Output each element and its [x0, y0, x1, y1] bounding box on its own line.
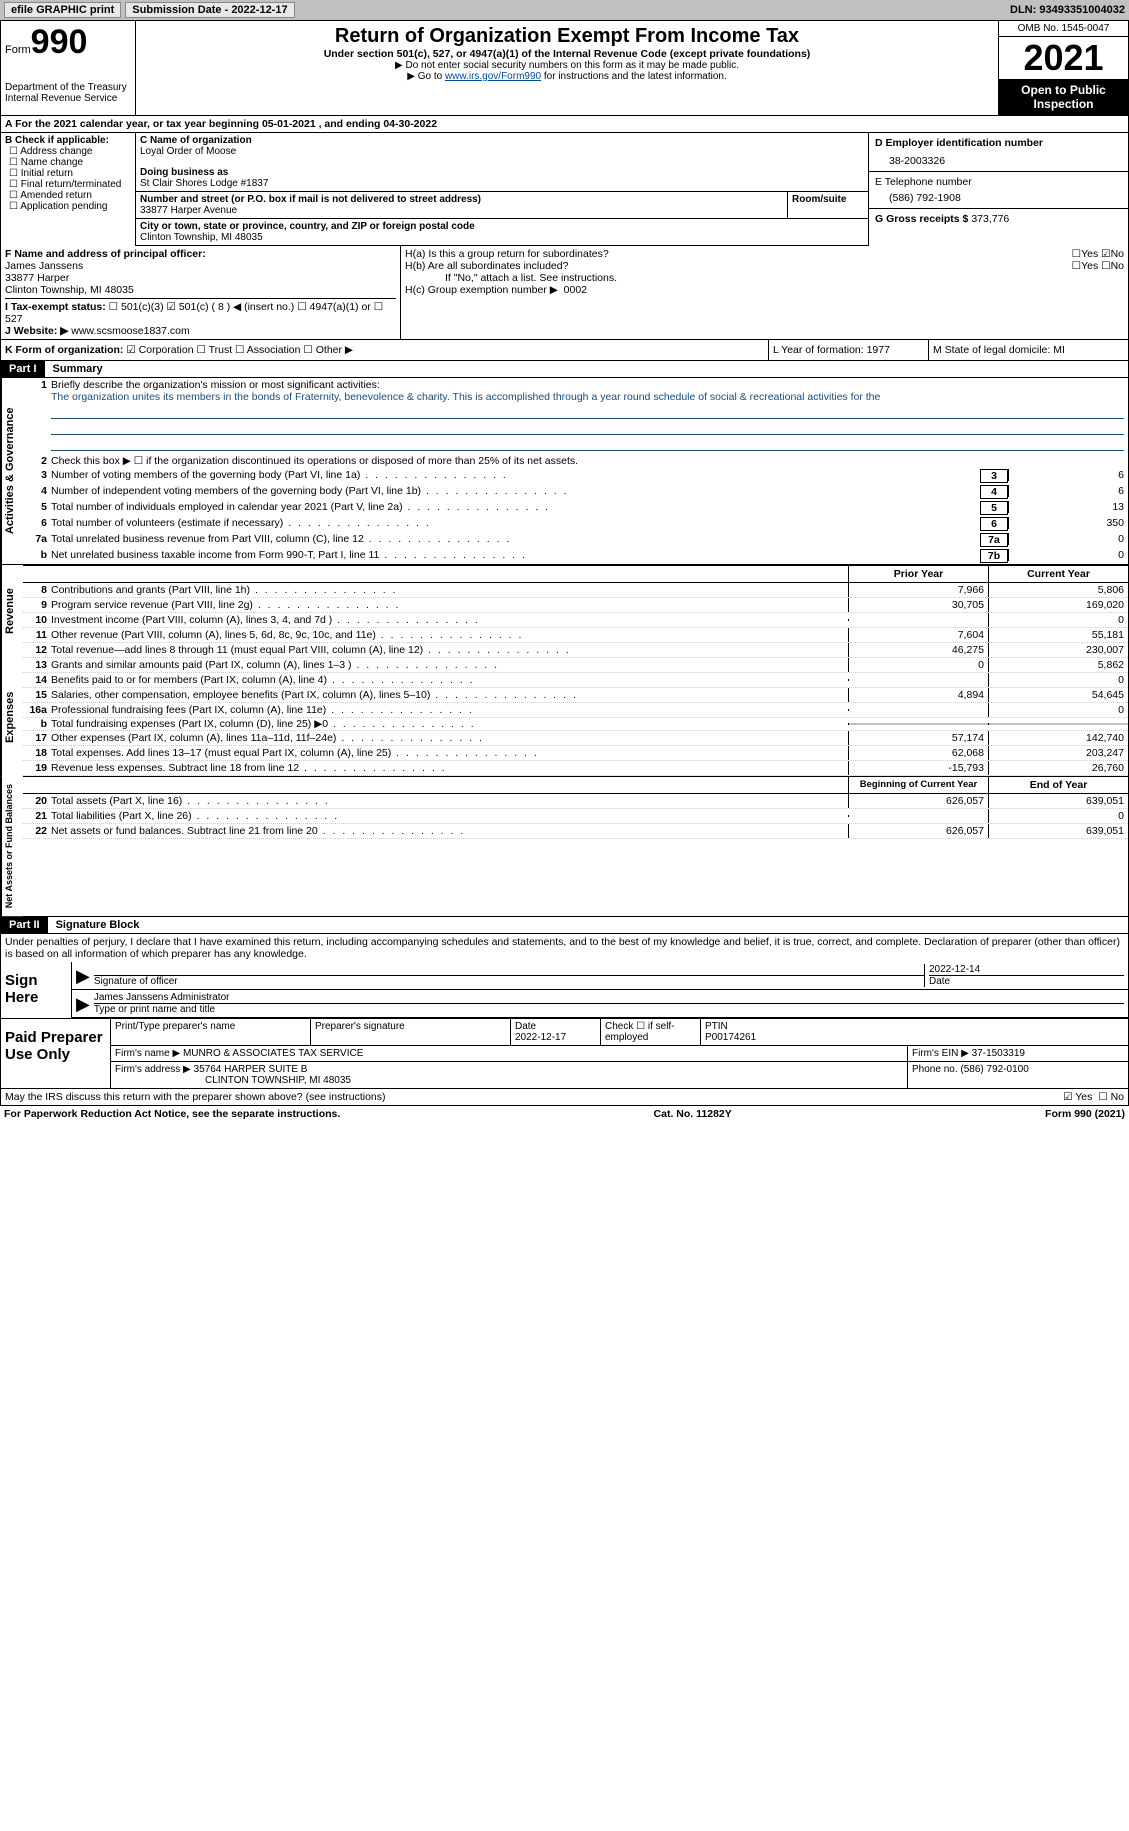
row-fh: F Name and address of principal officer:… — [0, 246, 1129, 340]
signature-block: Under penalties of perjury, I declare th… — [0, 934, 1129, 1089]
checkbox[interactable]: ☐ Address change — [9, 146, 131, 157]
side-ag: Activities & Governance — [1, 378, 23, 564]
hdr-mid: Return of Organization Exempt From Incom… — [136, 21, 998, 115]
open-public: Open to Public Inspection — [999, 79, 1128, 115]
expenses-section: Expenses 13Grants and similar amounts pa… — [0, 658, 1129, 776]
efile-btn[interactable]: efile GRAPHIC print — [4, 2, 121, 18]
revenue-section: Revenue Prior YearCurrent Year 8Contribu… — [0, 565, 1129, 658]
note1: ▶ Do not enter social security numbers o… — [140, 60, 994, 71]
form-header: Form 990 Department of the Treasury Inte… — [0, 20, 1129, 116]
name-cell: C Name of organization Loyal Order of Mo… — [136, 133, 868, 192]
side-net: Net Assets or Fund Balances — [1, 776, 23, 916]
hdr-left: Form 990 Department of the Treasury Inte… — [1, 21, 136, 115]
row-a: A For the 2021 calendar year, or tax yea… — [0, 116, 1129, 133]
street-cell: Number and street (or P.O. box if mail i… — [136, 192, 788, 219]
part1-header: Part I Summary — [0, 361, 1129, 378]
omb: OMB No. 1545-0047 — [999, 21, 1128, 37]
b-label: B Check if applicable: — [5, 135, 131, 146]
discuss-row: May the IRS discuss this return with the… — [0, 1089, 1129, 1106]
h-box: H(a) Is this a group return for subordin… — [401, 246, 1128, 339]
city-cell: City or town, state or province, country… — [136, 219, 868, 246]
checkbox[interactable]: ☐ Name change — [9, 157, 131, 168]
ein-cell: D Employer identification number 38-2003… — [869, 133, 1128, 172]
dln: DLN: 93493351004032 — [1010, 4, 1125, 16]
gross-cell: G Gross receipts $ 373,776 — [869, 209, 1128, 229]
checkbox[interactable]: ☐ Initial return — [9, 168, 131, 179]
sign-here: Sign Here — [1, 962, 71, 1018]
col-d: D Employer identification number 38-2003… — [868, 133, 1128, 246]
dept: Department of the Treasury Internal Reve… — [5, 82, 131, 104]
tel-cell: E Telephone number (586) 792-1908 — [869, 172, 1128, 209]
footer: For Paperwork Reduction Act Notice, see … — [0, 1106, 1129, 1122]
row-k: K Form of organization: ☑ Corporation ☐ … — [0, 340, 1129, 361]
paid-preparer: Paid Preparer Use Only — [1, 1019, 111, 1088]
col-mid: C Name of organization Loyal Order of Mo… — [136, 133, 868, 246]
checkbox[interactable]: ☐ Application pending — [9, 201, 131, 212]
part2-header: Part II Signature Block — [0, 917, 1129, 934]
f-box: F Name and address of principal officer:… — [1, 246, 401, 339]
form-word: Form — [5, 44, 31, 56]
hdr-right: OMB No. 1545-0047 2021 Open to Public In… — [998, 21, 1128, 115]
checkbox[interactable]: ☐ Final return/terminated — [9, 179, 131, 190]
col-b: B Check if applicable: ☐ Address change☐… — [1, 133, 136, 246]
form-number: 990 — [31, 23, 88, 62]
activities-governance: Activities & Governance 1 Briefly descri… — [0, 378, 1129, 565]
top-bar: efile GRAPHIC print Submission Date - 20… — [0, 0, 1129, 20]
side-rev: Revenue — [1, 565, 23, 658]
room-cell: Room/suite — [788, 192, 868, 219]
side-exp: Expenses — [1, 658, 23, 776]
submission-btn[interactable]: Submission Date - 2022-12-17 — [125, 2, 294, 18]
irs-link[interactable]: www.irs.gov/Form990 — [445, 71, 541, 82]
checkbox[interactable]: ☐ Amended return — [9, 190, 131, 201]
form-subtitle: Under section 501(c), 527, or 4947(a)(1)… — [140, 48, 994, 60]
entity-grid: B Check if applicable: ☐ Address change☐… — [0, 133, 1129, 246]
tax-year: 2021 — [999, 37, 1128, 79]
form-title: Return of Organization Exempt From Incom… — [140, 25, 994, 48]
note2: ▶ Go to www.irs.gov/Form990 for instruct… — [140, 71, 994, 82]
netassets-section: Net Assets or Fund Balances Beginning of… — [0, 776, 1129, 917]
